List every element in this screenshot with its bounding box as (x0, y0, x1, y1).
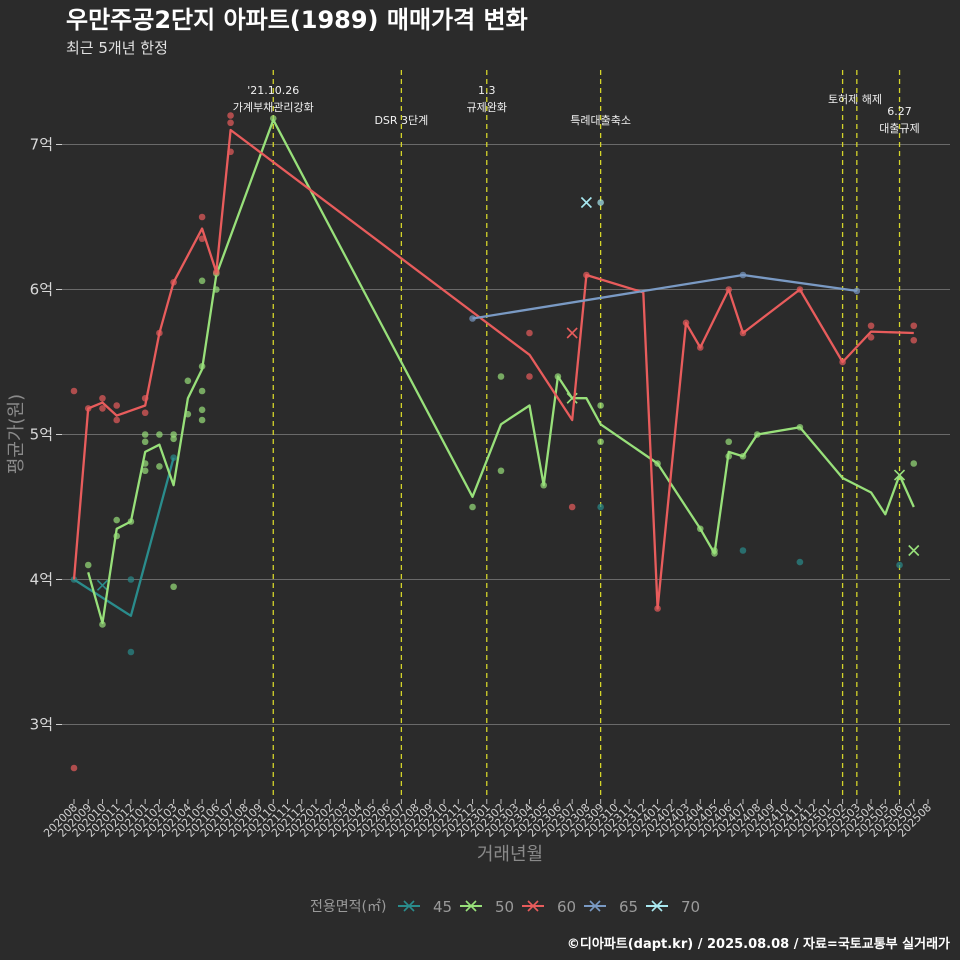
point-45-1 (127, 576, 135, 583)
x-axis: 2020082020092020102020112020122021012021… (41, 799, 934, 840)
point-50-2 (113, 516, 120, 524)
point-50-6 (141, 438, 149, 446)
point-60-3 (99, 394, 106, 402)
legend-label-60: 60 (557, 898, 576, 916)
ytick-label-3: 6억 (30, 281, 53, 299)
point-50-16 (198, 277, 206, 285)
point-45-7 (896, 561, 903, 569)
point-50-19 (198, 406, 206, 414)
point-50-26 (497, 467, 505, 475)
event-label-0-0: '21.10.26 (247, 84, 299, 97)
legend-label-45: 45 (433, 898, 452, 916)
legend-cross-45 (403, 900, 415, 912)
point-45-5 (739, 547, 747, 554)
event-label-4-0: 토허제 해제 (828, 92, 882, 106)
point-45-6 (796, 558, 804, 566)
cross-70-0 (580, 196, 592, 209)
legend-cross-50 (465, 900, 477, 912)
point-50-25 (497, 373, 505, 380)
point-60-8 (141, 409, 149, 417)
point-50-8 (141, 467, 149, 475)
point-60-4 (99, 405, 106, 412)
point-50-0 (84, 561, 92, 569)
point-50-30 (597, 438, 604, 446)
point-60-28 (867, 322, 875, 330)
ytick-label-4: 7억 (30, 136, 53, 154)
cross-60-0 (566, 327, 578, 339)
point-60-1 (70, 764, 78, 772)
ytick-label-1: 4억 (30, 571, 53, 589)
point-50-18 (198, 387, 206, 395)
legend-label-65: 65 (619, 898, 638, 916)
legend-label-50: 50 (495, 898, 514, 916)
point-60-5 (113, 402, 120, 409)
legend-label-70: 70 (681, 898, 700, 916)
point-60-15 (227, 119, 234, 127)
legend-title: 전용면적(㎡) (310, 899, 386, 915)
chart-title: 우만주공2단지 아파트(1989) 매매가격 변화 (66, 6, 528, 34)
point-50-12 (170, 435, 177, 443)
point-45-4 (597, 503, 604, 511)
chart-subtitle: 최근 5개년 한정 (66, 39, 168, 57)
event-label-2-1: 규제완화 (467, 101, 507, 114)
point-50-40 (910, 460, 918, 467)
point-50-14 (184, 377, 192, 385)
grid-lines (62, 144, 950, 725)
point-50-24 (469, 503, 476, 511)
point-50-10 (156, 463, 163, 470)
point-50-9 (156, 431, 163, 438)
cross-50-2 (908, 544, 920, 557)
point-60-6 (113, 416, 120, 424)
event-label-0-1: 가계부채관리강화 (233, 101, 314, 114)
point-50-13 (170, 583, 177, 591)
series-65 (469, 271, 861, 322)
series-line-50 (87, 118, 915, 625)
point-50-29 (597, 402, 604, 409)
event-label-6-0: 6.27 (887, 105, 912, 118)
point-60-19 (568, 503, 576, 511)
point-60-18 (526, 373, 533, 380)
point-60-30 (910, 322, 918, 330)
y-axis: 3억 4억 5억 6억 7억 (30, 136, 62, 734)
point-50-5 (141, 431, 149, 438)
legend: 전용면적(㎡) 45 50 60 65 70 (310, 898, 700, 916)
point-60-29 (867, 334, 875, 341)
series-line-60 (72, 128, 914, 610)
event-label-1-0: DSR 3단계 (374, 114, 428, 127)
point-70-0 (597, 199, 604, 206)
series-70 (580, 196, 604, 209)
x-axis-label: 거래년월 (477, 844, 543, 865)
event-label-2-0: 1.3 (478, 84, 496, 97)
series-60 (70, 112, 918, 772)
cross-50-1 (893, 469, 906, 481)
y-axis-label: 평균가(원) (6, 394, 27, 474)
legend-cross-70 (651, 900, 663, 912)
legend-cross-65 (589, 900, 601, 912)
point-50-1 (99, 621, 106, 628)
point-45-2 (127, 648, 135, 656)
legend-cross-60 (527, 900, 539, 912)
event-label-6-1: 대출규제 (879, 122, 919, 135)
event-label-3-0: 특례대출축소 (570, 114, 631, 127)
point-50-23 (269, 115, 277, 122)
point-60-0 (70, 387, 78, 395)
cross-45-0 (96, 579, 109, 591)
point-60-14 (227, 112, 234, 119)
point-60-17 (526, 329, 533, 337)
ytick-label-2: 5억 (30, 426, 53, 444)
point-60-31 (910, 336, 918, 344)
ytick-label-0: 3억 (30, 716, 53, 734)
point-60-11 (198, 213, 206, 221)
chart-caption: ©디아파트(dapt.kr) / 2025.08.08 / 자료=국토교통부 실… (567, 936, 950, 952)
series-line-65 (472, 273, 857, 320)
point-50-20 (198, 416, 206, 424)
series-layer (70, 112, 920, 772)
point-50-35 (725, 438, 733, 446)
point-65-2 (853, 287, 861, 295)
series-50 (84, 115, 920, 628)
